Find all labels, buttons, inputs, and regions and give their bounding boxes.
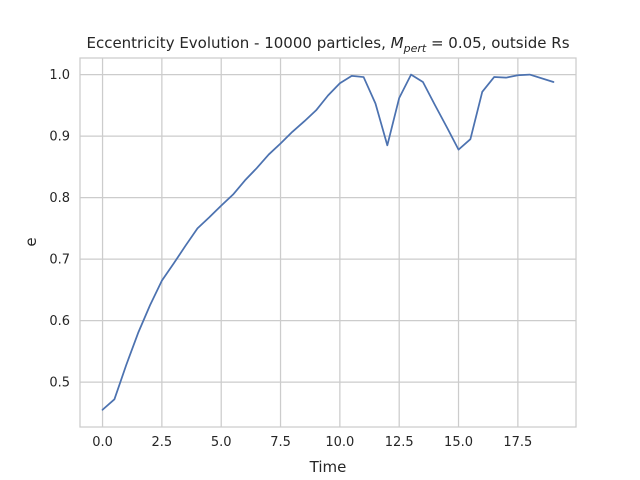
y-tick-label: 0.6 bbox=[49, 314, 70, 329]
y-tick-labels: 0.5 0.6 0.7 0.8 0.9 1.0 bbox=[49, 68, 70, 391]
chart-title-symbol: M bbox=[391, 34, 404, 52]
x-tick-label: 5.0 bbox=[211, 435, 232, 450]
y-axis-label: e bbox=[22, 237, 40, 246]
y-tick-label: 0.5 bbox=[49, 376, 70, 391]
y-tick-label: 0.7 bbox=[49, 253, 70, 268]
y-tick-label: 0.9 bbox=[49, 130, 70, 145]
series-layer bbox=[101, 73, 555, 411]
chart-title-subscript: pert bbox=[403, 42, 427, 55]
x-tick-label: 17.5 bbox=[503, 435, 532, 450]
plot-frame bbox=[79, 57, 577, 428]
plot-area bbox=[80, 58, 576, 427]
x-tick-label: 12.5 bbox=[385, 435, 414, 450]
x-tick-label: 7.5 bbox=[270, 435, 291, 450]
chart-title-prefix: Eccentricity Evolution - 10000 particles… bbox=[86, 34, 390, 52]
x-tick-labels: 0.0 2.5 5.0 7.5 10.0 12.5 15.0 17.5 bbox=[92, 435, 532, 450]
x-tick-label: 0.0 bbox=[92, 435, 113, 450]
x-tick-label: 10.0 bbox=[325, 435, 354, 450]
x-axis-label: Time bbox=[309, 458, 347, 476]
x-tick-label: 15.0 bbox=[444, 435, 473, 450]
chart-title: Eccentricity Evolution - 10000 particles… bbox=[86, 34, 569, 55]
y-tick-label: 1.0 bbox=[49, 68, 70, 83]
x-tick-label: 2.5 bbox=[152, 435, 173, 450]
y-tick-label: 0.8 bbox=[49, 191, 70, 206]
chart-title-suffix: = 0.05, outside Rs bbox=[426, 34, 570, 52]
y-gridlines bbox=[80, 73, 576, 383]
series-line bbox=[101, 73, 555, 411]
x-gridlines bbox=[101, 58, 519, 427]
